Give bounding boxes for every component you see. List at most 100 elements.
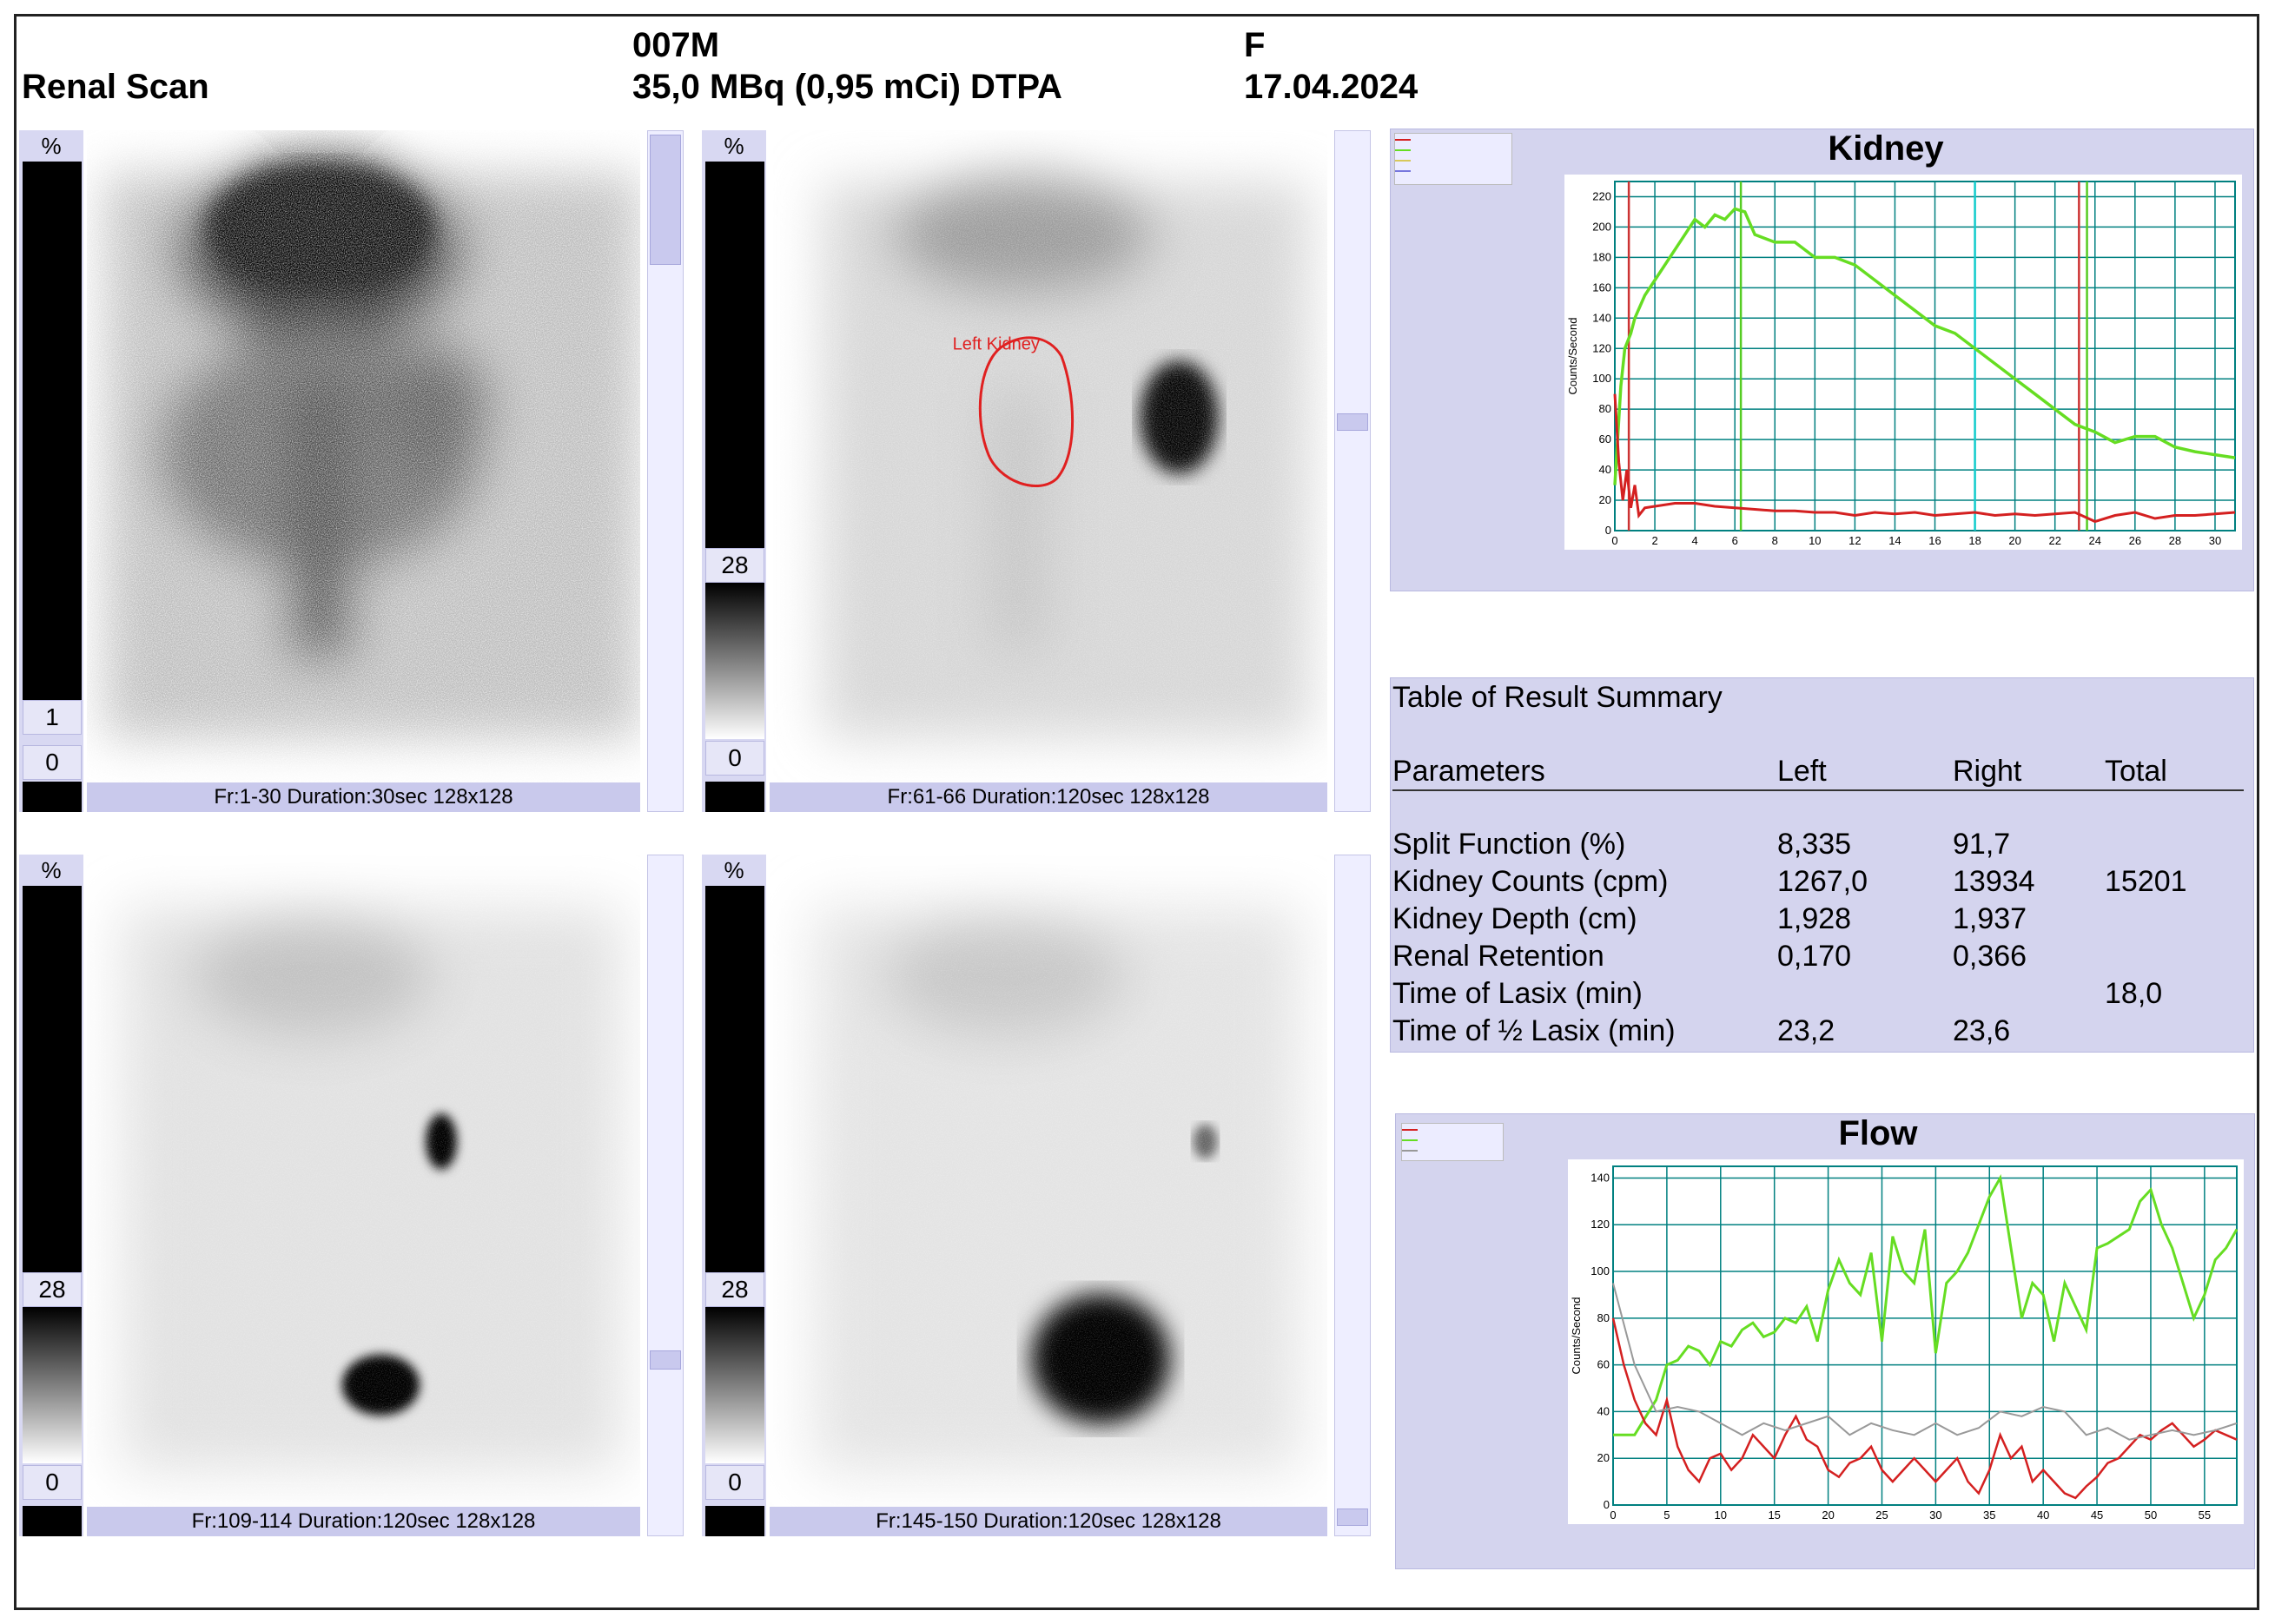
col-header-right: Right xyxy=(1953,755,2022,788)
param-cell: Kidney Counts (cpm) xyxy=(1392,865,1669,898)
x-tick-label: 16 xyxy=(1928,534,1941,547)
col-header-left: Left xyxy=(1777,755,1827,788)
x-tick-label: 45 xyxy=(2091,1508,2103,1522)
series-line-1 xyxy=(1611,1317,2238,1500)
scale-min-label: 0 xyxy=(705,1465,764,1500)
x-tick-label: 8 xyxy=(1772,534,1778,547)
x-tick-label: 55 xyxy=(2199,1508,2211,1522)
y-tick-label: 220 xyxy=(1592,189,1611,202)
scan-panel-4[interactable]: % 28 0 xyxy=(702,855,1371,1536)
scale-gradient xyxy=(705,583,764,739)
right-cell: 13934 xyxy=(1953,865,2035,898)
scrollbar[interactable] xyxy=(647,130,684,812)
y-tick-label: 120 xyxy=(1592,341,1611,354)
percent-label: % xyxy=(702,855,766,886)
right-cell: 1,937 xyxy=(1953,902,2027,935)
scan-image-renal: Left Kidney xyxy=(770,130,1327,782)
scale-black-band xyxy=(23,162,82,709)
scale-base-band xyxy=(23,782,82,812)
scrollbar-thumb[interactable] xyxy=(650,135,681,265)
report-frame xyxy=(14,14,2259,1610)
scale-base-band xyxy=(705,1506,764,1536)
x-tick-label: 2 xyxy=(1651,534,1657,547)
scrollbar-thumb[interactable] xyxy=(650,1350,681,1370)
x-tick-label: 24 xyxy=(2089,534,2101,547)
scan-panel-3[interactable]: % 28 0 F xyxy=(19,855,684,1536)
x-tick-label: 18 xyxy=(1968,534,1981,547)
scale-black-band xyxy=(705,886,764,1272)
scale-black-band xyxy=(23,886,82,1272)
scan-panel-1[interactable]: % 1 0 xyxy=(19,130,684,812)
percent-label: % xyxy=(19,855,83,886)
y-tick-label: 100 xyxy=(1592,372,1611,385)
series-line-0 xyxy=(1613,207,2236,485)
kidney-legend xyxy=(1394,133,1512,185)
scale-min-label: 0 xyxy=(23,745,82,780)
kidney-chart-panel: Kidney 0 2 4 6 8 10 12 14 16 18 20 22 24 26 28 30 0 20 40 6… xyxy=(1390,129,2254,591)
x-tick-label: 40 xyxy=(2037,1508,2049,1522)
left-cell: 23,2 xyxy=(1777,1014,1835,1047)
legend-item xyxy=(1402,1134,1503,1145)
x-tick-label: 35 xyxy=(1983,1508,1995,1522)
scale-gradient xyxy=(23,1307,82,1463)
x-tick-label: 26 xyxy=(2129,534,2141,547)
x-tick-label: 28 xyxy=(2169,534,2181,547)
scan-image-late-1 xyxy=(87,855,640,1507)
flow-plot-area: 0 5 10 15 20 25 30 35 40 45 50 55 0 20 40 60 80 100 120 140… xyxy=(1568,1159,2244,1524)
flow-chart-panel: Flow 0 5 10 15 20 25 30 35 40 45 50 55 0 20 40 60 80 100 1… xyxy=(1395,1113,2255,1569)
y-tick-label: 140 xyxy=(1592,311,1611,324)
header-divider xyxy=(1392,789,2244,791)
flow-curve: 0 5 10 15 20 25 30 35 40 45 50 55 0 20 40 60 80 100 120 140… xyxy=(1570,1165,2239,1522)
y-tick-label: 160 xyxy=(1592,281,1611,294)
x-tick-label: 15 xyxy=(1768,1508,1780,1522)
series-line-2 xyxy=(1612,1283,2238,1441)
scale-base-band xyxy=(705,782,764,812)
x-tick-label: 6 xyxy=(1732,534,1738,547)
legend-item xyxy=(1395,165,1511,175)
legend-item xyxy=(1395,155,1511,165)
scrollbar[interactable] xyxy=(1334,855,1371,1536)
y-tick-label: 180 xyxy=(1592,250,1611,263)
x-tick-label: 30 xyxy=(1929,1508,1941,1522)
legend-item xyxy=(1402,1124,1503,1134)
x-tick-label: 10 xyxy=(1715,1508,1727,1522)
scale-base-band xyxy=(23,1506,82,1536)
y-tick-label: 20 xyxy=(1597,1451,1610,1464)
x-tick-label: 20 xyxy=(2008,534,2020,547)
y-tick-label: 20 xyxy=(1599,493,1611,506)
right-cell: 23,6 xyxy=(1953,1014,2011,1047)
y-tick-label: 200 xyxy=(1592,220,1611,233)
scale-max-label: 28 xyxy=(705,548,764,583)
legend-item xyxy=(1402,1145,1503,1155)
study-date: 17.04.2024 xyxy=(1244,68,1419,106)
x-tick-label: 50 xyxy=(2145,1508,2157,1522)
x-tick-label: 12 xyxy=(1848,534,1861,547)
y-tick-label: 60 xyxy=(1597,1358,1610,1371)
left-cell: 1,928 xyxy=(1777,902,1852,935)
flow-chart-title: Flow xyxy=(1838,1114,1918,1152)
scrollbar-thumb[interactable] xyxy=(1337,1508,1368,1526)
scan-image-late-2 xyxy=(770,855,1327,1507)
scrollbar-thumb[interactable] xyxy=(1337,413,1368,431)
left-cell: 8,335 xyxy=(1777,828,1852,861)
plot-border xyxy=(1612,1165,2238,1506)
y-tick-label: 60 xyxy=(1599,432,1611,446)
param-cell: Kidney Depth (cm) xyxy=(1392,902,1637,935)
kidney-renogram: 0 2 4 6 8 10 12 14 16 18 20 22 24 26 28 300204060801001… xyxy=(1566,181,2236,547)
scale-min-label: 0 xyxy=(705,741,764,776)
flow-legend xyxy=(1401,1123,1504,1161)
left-cell: 0,170 xyxy=(1777,940,1852,973)
scan-panel-2[interactable]: % 28 0 xyxy=(702,130,1371,812)
scrollbar[interactable] xyxy=(1334,130,1371,812)
report-title: Renal Scan xyxy=(22,68,209,106)
kidney-chart-title: Kidney xyxy=(1828,129,1944,168)
percent-label: % xyxy=(702,130,766,162)
legend-item xyxy=(1395,144,1511,155)
scrollbar[interactable] xyxy=(647,855,684,1536)
param-cell: Time of ½ Lasix (min) xyxy=(1392,1014,1676,1047)
x-tick-label: 5 xyxy=(1663,1508,1670,1522)
right-cell: 91,7 xyxy=(1953,828,2011,861)
y-axis-label: Counts/Second xyxy=(1566,318,1579,395)
y-tick-label: 120 xyxy=(1591,1218,1610,1231)
frame-info: Fr:1-30 Duration:30sec 128x128 xyxy=(87,782,640,812)
